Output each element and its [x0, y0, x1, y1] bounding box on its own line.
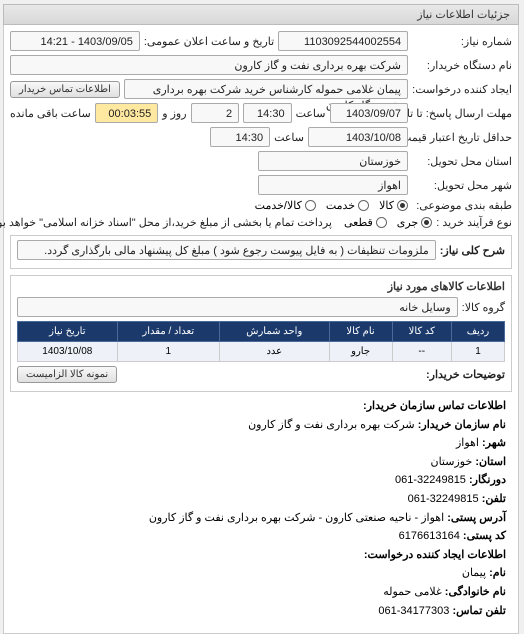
need-no-value: 1103092544002554 [279, 31, 409, 51]
c-city-lbl: شهر: [483, 437, 507, 449]
table-header: کد کالا [393, 322, 453, 342]
table-cell: 1403/10/08 [19, 342, 119, 362]
city-label: شهر محل تحویل: [413, 179, 513, 192]
goods-group-value: وسایل خانه [18, 297, 459, 317]
c-org-lbl: نام سازمان خریدار: [419, 419, 507, 431]
c-city: اهواز [457, 437, 480, 449]
requester-value: پیمان غلامی حموله کارشناس خرید شرکت بهره… [125, 79, 409, 99]
remain-label: ساعت باقی مانده [11, 107, 92, 120]
process-radio-group: جری قطعی [345, 216, 433, 229]
c-tel: 34177303-061 [379, 605, 450, 617]
buyer-org-label: نام دستگاه خریدار: [413, 59, 513, 72]
c-phone-lbl: تلفن: [483, 493, 507, 505]
c-postal: 6176613164 [400, 530, 461, 542]
c-family-lbl: نام خانوادگی: [446, 586, 507, 598]
announce-label: تاریخ و ساعت اعلان عمومی: [145, 35, 275, 48]
desc-value: ملزومات تنظیفات ( به فایل پیوست رجوع شود… [18, 240, 437, 260]
province-label: استان محل تحویل: [413, 155, 513, 168]
c-phone: 32249815-061 [409, 493, 480, 505]
process-radio-ghat[interactable]: قطعی [345, 216, 388, 229]
remain-time: 00:03:55 [96, 103, 160, 123]
goods-group-label: گروه کالا: [463, 301, 506, 314]
contact-section-title: اطلاعات تماس سازمان خریدار: [364, 400, 507, 412]
c-org: شرکت بهره برداری نفت و گاز کارون [249, 419, 416, 431]
c-fax: 32249815-061 [396, 474, 467, 486]
days-label: روز و [163, 107, 187, 120]
c-creator-lbl: اطلاعات ایجاد کننده درخواست: [365, 549, 507, 561]
time-label-2: ساعت [275, 131, 305, 144]
process-note: پرداخت تمام یا بخشی از مبلغ خرید،از محل … [0, 216, 333, 229]
c-fax-lbl: دورنگار: [470, 474, 507, 486]
panel-title: جزئیات اطلاعات نیاز [4, 4, 520, 25]
buyer-org-value: شرکت بهره برداری نفت و گاز کارون [11, 55, 409, 75]
class-radio-kala[interactable]: کالا [380, 199, 409, 212]
validity-time: 14:30 [211, 127, 271, 147]
requester-label: ایجاد کننده درخواست: [413, 83, 513, 96]
c-name-lbl: نام: [490, 567, 507, 579]
c-province-lbl: استان: [476, 456, 507, 468]
class-radio-both[interactable]: کالا/خدمت [256, 199, 317, 212]
contact-buyer-button[interactable]: اطلاعات تماس خریدار [11, 81, 121, 98]
province-value: خوزستان [259, 151, 409, 171]
table-cell: 1 [118, 342, 220, 362]
sample-required-button[interactable]: نمونه کالا الزامیست [18, 366, 118, 383]
deadline-time: 14:30 [244, 103, 293, 123]
c-addr: اهواز - ناحیه صنعتی کارون - شرکت بهره بر… [150, 512, 445, 524]
need-no-label: شماره نیاز: [413, 35, 513, 48]
table-header: تعداد / مقدار [118, 322, 220, 342]
c-tel-lbl: تلفن تماس: [453, 605, 507, 617]
time-label-1: ساعت [297, 107, 327, 120]
c-name: پیمان [463, 567, 487, 579]
days-value: 2 [192, 103, 241, 123]
table-cell: -- [393, 342, 453, 362]
table-header: واحد شمارش [220, 322, 330, 342]
validity-date: 1403/10/08 [309, 127, 409, 147]
announce-value: 1403/09/05 - 14:21 [11, 31, 141, 51]
city-value: اهواز [259, 175, 409, 195]
process-label: نوع فرآیند خرید : [437, 216, 513, 229]
table-cell: عدد [220, 342, 330, 362]
deadline-label: مهلت ارسال پاسخ: تا تاریخ: [413, 107, 513, 120]
c-province: خوزستان [431, 456, 473, 468]
table-cell: جارو [330, 342, 393, 362]
table-header: ردیف [453, 322, 506, 342]
validity-label: حداقل تاریخ اعتبار قیمت: تا تاریخ: [413, 131, 513, 144]
process-radio-jari[interactable]: جری [398, 216, 433, 229]
deadline-date: 1403/09/07 [331, 103, 410, 123]
c-family: غلامی حموله [384, 586, 443, 598]
table-row: 1--جاروعدد11403/10/08 [19, 342, 506, 362]
notes-label: توضیحات خریدار: [427, 368, 506, 381]
desc-label: شرح کلی نیاز: [441, 244, 506, 257]
class-label: طبقه بندی موضوعی: [413, 199, 513, 212]
table-header: نام کالا [330, 322, 393, 342]
c-addr-lbl: آدرس پستی: [448, 512, 507, 524]
class-radio-khadamat[interactable]: خدمت [327, 199, 370, 212]
table-header: تاریخ نیاز [19, 322, 119, 342]
table-cell: 1 [453, 342, 506, 362]
goods-section-title: اطلاعات کالاهای مورد نیاز [18, 280, 506, 293]
class-radio-group: کالا خدمت کالا/خدمت [256, 199, 409, 212]
c-postal-lbl: کد پستی: [464, 530, 507, 542]
goods-table: ردیفکد کالانام کالاواحد شمارشتعداد / مقد… [18, 321, 506, 362]
